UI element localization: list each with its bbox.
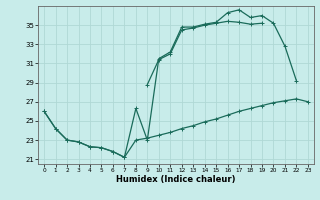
X-axis label: Humidex (Indice chaleur): Humidex (Indice chaleur) <box>116 175 236 184</box>
